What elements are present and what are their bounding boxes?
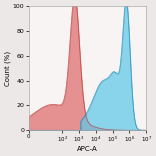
Y-axis label: Count (%): Count (%) <box>4 51 11 86</box>
X-axis label: APC-A: APC-A <box>77 146 98 152</box>
